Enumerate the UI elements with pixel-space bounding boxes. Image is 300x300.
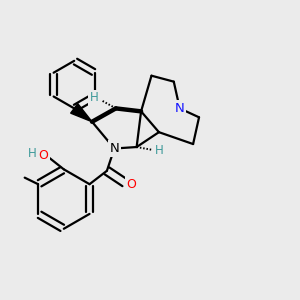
Text: H: H bbox=[90, 91, 99, 104]
Polygon shape bbox=[70, 103, 92, 122]
Text: N: N bbox=[110, 142, 119, 155]
Text: N: N bbox=[175, 102, 184, 115]
Text: O: O bbox=[126, 178, 136, 191]
Text: O: O bbox=[39, 148, 49, 162]
Text: H: H bbox=[154, 143, 163, 157]
Text: H: H bbox=[28, 147, 37, 161]
